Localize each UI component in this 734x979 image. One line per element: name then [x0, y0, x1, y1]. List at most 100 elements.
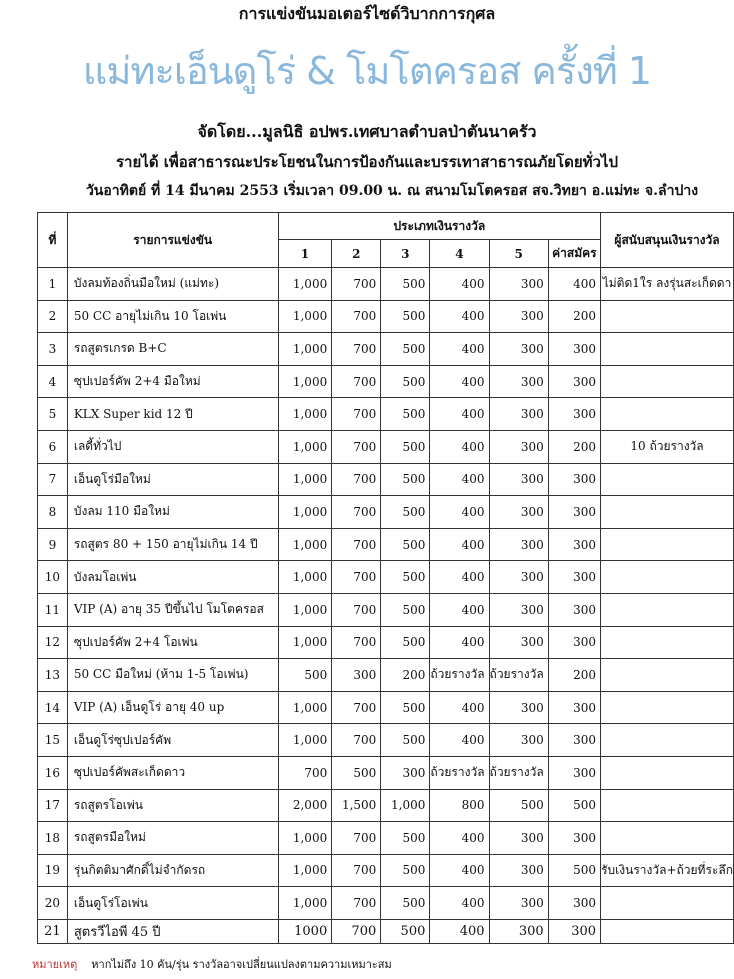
fee: 300	[547, 560, 602, 594]
prize: 400	[429, 918, 490, 944]
event-name: 50 CC อายุไม่เกิน 10 โอเพ่น	[66, 299, 279, 334]
event-name: เอ็นดูโร่มือใหม่	[66, 462, 279, 497]
prize: 400	[429, 625, 490, 660]
sponsor	[600, 462, 734, 497]
prize: 700	[331, 462, 382, 497]
fee: 300	[547, 886, 602, 920]
footer-label: หมายเหตุ	[32, 958, 78, 971]
prize: 500	[331, 755, 382, 790]
table-row: 18 รถสูตรมือใหม่ 1,000 700 500 400 300 300	[37, 821, 734, 855]
row-number: 6	[37, 429, 68, 464]
fee: 300	[547, 527, 602, 562]
fee: 200	[547, 658, 602, 692]
fee: 300	[547, 592, 602, 627]
prize: 1,000	[277, 267, 333, 301]
sponsor	[600, 658, 734, 692]
row-number: 18	[37, 821, 68, 855]
row-number: 15	[37, 723, 68, 757]
prize: 700	[331, 690, 382, 725]
sponsor	[600, 755, 734, 790]
event-name: 50 CC มือใหม่ (ห้าม 1-5 โอเพ่น)	[66, 658, 279, 692]
table-row: 20 เอ็นดูโร่โอเพ่น 1,000 700 500 400 300 300	[37, 886, 734, 920]
fee: 300	[547, 495, 602, 529]
prize: 500	[380, 690, 431, 725]
prize: 300	[488, 299, 549, 334]
prize: 500	[380, 495, 431, 529]
prize: 700	[331, 397, 382, 431]
fee: 300	[547, 918, 602, 944]
row-number: 4	[37, 364, 68, 399]
fee: 200	[547, 299, 602, 334]
prize: 300	[488, 723, 549, 757]
prize: 400	[429, 397, 490, 431]
prize: 500	[380, 429, 431, 464]
prize: 400	[429, 560, 490, 594]
table-row: 11 VIP (A) อายุ 35 ปีขึ้นไป โมโตครอส 1,000…	[37, 592, 734, 627]
fee: 300	[547, 462, 602, 497]
prize: 400	[429, 462, 490, 497]
prize: 1,000	[277, 625, 333, 660]
sponsor	[600, 690, 734, 725]
prize: 1,000	[277, 462, 333, 497]
prize: 300	[488, 886, 549, 920]
table-row: 3 รถสูตรเกรด B+C 1,000 700 500 400 300 300	[37, 332, 734, 366]
prize: 300	[488, 429, 549, 464]
table-row: 15 เอ็นดูโร่ซุปเปอร์คัพ 1,000 700 500 400 300 3…	[37, 723, 734, 757]
event-name: รถสูตร 80 + 150 อายุไม่เกิน 14 ปี	[66, 527, 279, 562]
prize: 1,000	[277, 364, 333, 399]
organizer: จัดโดย...มูลนิธิ อปพร.เทศบาลตำบลป่าตันนา…	[197, 122, 537, 141]
row-number: 5	[37, 397, 68, 431]
sponsor	[600, 495, 734, 529]
prize: 300	[488, 853, 549, 888]
prize: 300	[488, 462, 549, 497]
prize: 2,000	[277, 788, 333, 823]
sponsor	[600, 397, 734, 431]
prize: 1000	[277, 918, 333, 944]
table-row: 21 สูตรวีไอพี 45 ปี 1000 700 500 400 300 300	[37, 918, 734, 944]
table-row: 10 บังลมโอเพ่น 1,000 700 500 400 300 300	[37, 560, 734, 594]
prize: 300	[488, 625, 549, 660]
prize: ถ้วยรางวัล	[488, 658, 549, 692]
prize: 300	[488, 527, 549, 562]
prize: 500	[380, 299, 431, 334]
col-header: ค่าสมัคร	[547, 239, 602, 268]
prize: 700	[331, 495, 382, 529]
sponsor: 10 ถ้วยรางวัล	[600, 429, 734, 464]
prize: 1,000	[277, 299, 333, 334]
sponsor	[600, 527, 734, 562]
prize: 300	[488, 495, 549, 529]
table-row: 14 VIP (A) เอ็นดูโร่ อายุ 40 up 1,000 700 50…	[37, 690, 734, 725]
event-name: สูตรวีไอพี 45 ปี	[66, 918, 279, 944]
col-header: 3	[380, 239, 431, 268]
sponsor	[600, 788, 734, 823]
table-row: 17 รถสูตรโอเพ่น 2,000 1,500 1,000 800 500 500	[37, 788, 734, 823]
prize: 1,000	[277, 527, 333, 562]
prize: 700	[331, 560, 382, 594]
row-number: 3	[37, 332, 68, 366]
prize: 400	[429, 364, 490, 399]
col-header: รายการแข่งขัน	[66, 212, 279, 268]
prize: 700	[331, 332, 382, 366]
prize: 700	[331, 592, 382, 627]
prize: 500	[380, 332, 431, 366]
col-header: 5	[488, 239, 549, 268]
col-header: ประเภทเงินรางวัล	[277, 212, 602, 240]
prize: 300	[488, 332, 549, 366]
prize: 1,000	[277, 560, 333, 594]
prize: 300	[488, 592, 549, 627]
event-name: บังลมโอเพ่น	[66, 560, 279, 594]
fee: 300	[547, 625, 602, 660]
prize: ถ้วยรางวัล	[429, 658, 490, 692]
row-number: 2	[37, 299, 68, 334]
event-name: รถสูตรเกรด B+C	[66, 332, 279, 366]
sponsor	[600, 560, 734, 594]
sponsor	[600, 625, 734, 660]
prize: 300	[380, 755, 431, 790]
fee: 300	[547, 364, 602, 399]
sponsor	[600, 592, 734, 627]
prize: ถ้วยรางวัล	[429, 755, 490, 790]
sponsor	[600, 886, 734, 920]
sponsor	[600, 299, 734, 334]
prize: 500	[380, 723, 431, 757]
